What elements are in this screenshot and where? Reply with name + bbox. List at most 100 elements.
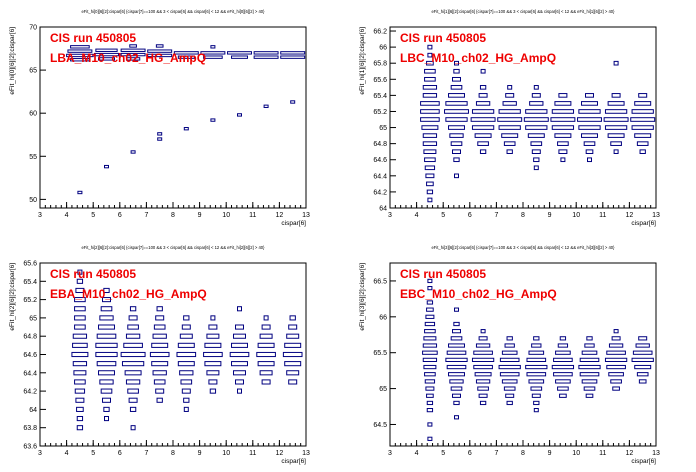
box-mark bbox=[280, 55, 306, 59]
box-mark bbox=[181, 324, 191, 330]
box-mark bbox=[74, 315, 86, 321]
box-mark bbox=[554, 133, 572, 138]
box-mark bbox=[471, 357, 495, 362]
box-mark bbox=[478, 336, 488, 341]
box-mark bbox=[426, 189, 434, 195]
box-mark bbox=[610, 141, 622, 146]
box-mark bbox=[421, 125, 439, 130]
x-tick-label: 11 bbox=[249, 212, 256, 219]
box-mark bbox=[253, 51, 279, 55]
box-mark bbox=[444, 109, 469, 114]
box-mark bbox=[427, 44, 433, 50]
box-mark bbox=[526, 357, 547, 362]
box-mark bbox=[263, 315, 269, 321]
box-mark bbox=[427, 52, 433, 58]
box-mark bbox=[453, 157, 460, 163]
box-mark bbox=[583, 386, 596, 391]
y-tick-label: 64.4 bbox=[23, 370, 37, 377]
y-tick-label: 64.6 bbox=[373, 157, 387, 164]
box-mark bbox=[286, 370, 300, 376]
box-mark bbox=[454, 415, 459, 420]
box-mark bbox=[479, 85, 487, 90]
box-mark bbox=[203, 55, 223, 59]
box-mark bbox=[125, 57, 141, 61]
box-mark bbox=[501, 379, 518, 384]
y-tick-label: 66 bbox=[379, 45, 387, 52]
y-tick-label: 65.2 bbox=[23, 297, 37, 304]
box-mark bbox=[533, 408, 539, 413]
box-mark bbox=[422, 357, 438, 362]
box-mark bbox=[471, 109, 495, 114]
box-mark bbox=[177, 55, 195, 59]
x-tick-label: 9 bbox=[198, 450, 202, 457]
box-mark bbox=[426, 400, 434, 406]
box-mark bbox=[96, 361, 117, 367]
box-mark bbox=[526, 372, 547, 377]
box-mark bbox=[67, 49, 93, 53]
box-mark bbox=[76, 415, 84, 422]
box-mark bbox=[453, 321, 460, 327]
box-mark bbox=[120, 351, 146, 358]
x-tick-label: 12 bbox=[626, 212, 634, 219]
box-mark bbox=[96, 333, 117, 339]
y-tick-label: 50 bbox=[29, 197, 37, 204]
box-mark bbox=[103, 406, 110, 412]
box-mark bbox=[606, 350, 626, 355]
box-mark bbox=[499, 372, 520, 377]
box-mark bbox=[74, 379, 86, 385]
box-mark bbox=[475, 101, 491, 106]
box-mark bbox=[607, 101, 625, 106]
box-mark bbox=[422, 85, 438, 90]
box-mark bbox=[446, 364, 467, 370]
x-tick-label: 11 bbox=[249, 450, 256, 457]
box-mark bbox=[210, 45, 216, 49]
x-tick-label: 9 bbox=[548, 212, 552, 219]
channel-label: LBC_M10_ch02_HG_AmpQ bbox=[400, 51, 556, 65]
run-label: CIS run 450805 bbox=[400, 267, 486, 281]
box-mark bbox=[427, 286, 433, 291]
box-mark bbox=[149, 351, 170, 358]
box-mark bbox=[420, 109, 440, 114]
box-mark bbox=[77, 190, 83, 195]
box-mark bbox=[156, 397, 163, 403]
box-mark bbox=[608, 372, 624, 377]
box-mark bbox=[176, 351, 197, 358]
box-mark bbox=[448, 343, 465, 348]
box-mark bbox=[579, 372, 600, 377]
box-mark bbox=[452, 393, 461, 398]
box-mark bbox=[554, 101, 572, 106]
box-mark bbox=[608, 343, 624, 348]
box-mark bbox=[498, 364, 521, 370]
run-label: CIS run 450805 bbox=[50, 267, 136, 281]
box-mark bbox=[501, 350, 518, 355]
box-mark bbox=[478, 393, 488, 398]
box-mark bbox=[525, 109, 548, 114]
box-mark bbox=[585, 393, 594, 398]
box-mark bbox=[72, 333, 88, 339]
x-tick-label: 10 bbox=[572, 450, 580, 457]
box-mark bbox=[173, 51, 199, 55]
x-tick-label: 10 bbox=[222, 212, 230, 219]
box-mark bbox=[180, 379, 193, 385]
y-tick-label: 64.6 bbox=[23, 352, 37, 359]
x-tick-label: 7 bbox=[494, 212, 498, 219]
box-mark bbox=[506, 149, 513, 154]
box-mark bbox=[177, 342, 195, 348]
box-mark bbox=[604, 125, 628, 130]
box-mark bbox=[72, 361, 88, 367]
box-mark bbox=[229, 351, 250, 358]
box-mark bbox=[102, 397, 111, 403]
box-mark bbox=[613, 329, 619, 334]
box-mark bbox=[422, 350, 438, 355]
box-mark bbox=[74, 388, 86, 394]
box-mark bbox=[124, 370, 142, 376]
box-mark bbox=[76, 278, 84, 284]
box-mark bbox=[127, 388, 139, 394]
box-mark bbox=[445, 357, 468, 362]
box-mark bbox=[424, 76, 436, 82]
y-tick-label: 64.8 bbox=[373, 141, 387, 148]
box-mark bbox=[121, 361, 145, 367]
box-mark bbox=[530, 386, 543, 391]
box-mark bbox=[449, 379, 464, 384]
box-mark bbox=[147, 53, 173, 58]
